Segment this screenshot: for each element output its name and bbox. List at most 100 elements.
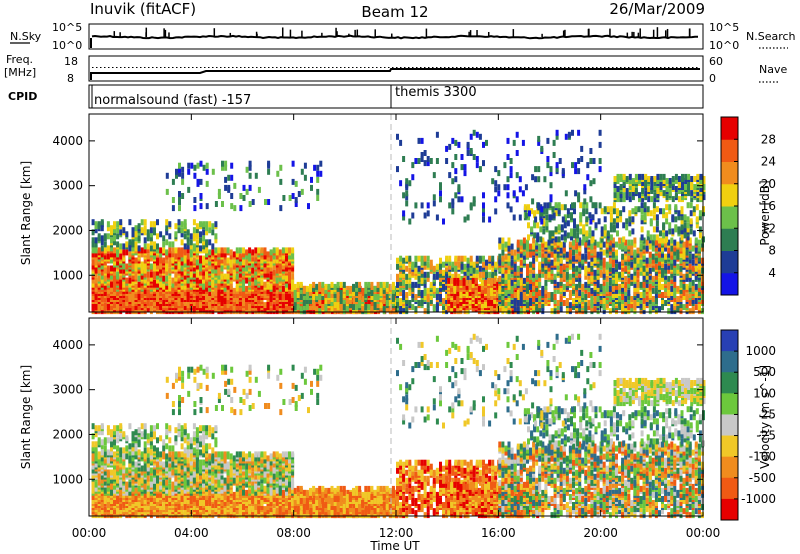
power-cell bbox=[177, 261, 181, 268]
power-cell bbox=[211, 292, 215, 298]
power-cell bbox=[177, 227, 181, 234]
power-cell bbox=[575, 247, 579, 254]
power-cell bbox=[553, 277, 557, 284]
power-cell bbox=[600, 208, 604, 215]
power-cell bbox=[291, 247, 295, 254]
power-cell bbox=[242, 279, 245, 286]
power-cell bbox=[578, 279, 582, 286]
power-cell bbox=[195, 227, 199, 234]
power-cell bbox=[417, 255, 421, 262]
power-cell bbox=[315, 290, 319, 296]
power-cell bbox=[285, 247, 288, 254]
power-cell bbox=[532, 275, 536, 282]
power-cell bbox=[562, 245, 566, 252]
power-cell bbox=[645, 239, 649, 246]
power-cell bbox=[640, 234, 644, 241]
power-cell bbox=[593, 283, 597, 290]
power-cell bbox=[238, 253, 242, 260]
power-cell bbox=[463, 263, 467, 270]
power-cell bbox=[355, 304, 359, 311]
power-cell bbox=[146, 243, 150, 250]
power-cell bbox=[91, 251, 95, 258]
power-cell bbox=[272, 269, 276, 276]
power-cell bbox=[584, 302, 588, 309]
power-cell bbox=[226, 263, 230, 270]
power-cell bbox=[633, 261, 637, 268]
power-cell bbox=[535, 292, 539, 298]
power-cell bbox=[245, 277, 249, 284]
power-cell bbox=[465, 279, 469, 286]
power-cell bbox=[642, 237, 646, 244]
power-cell bbox=[545, 214, 549, 221]
power-cell bbox=[305, 298, 309, 304]
power-cell bbox=[442, 283, 445, 290]
power-cell bbox=[581, 292, 585, 298]
power-cell bbox=[156, 277, 159, 284]
power-cell bbox=[223, 285, 227, 292]
power-cell bbox=[697, 281, 701, 288]
power-cell bbox=[312, 298, 316, 304]
power-cell bbox=[627, 243, 631, 250]
power-cell bbox=[630, 302, 634, 309]
power-cell bbox=[599, 241, 603, 248]
power-cell bbox=[399, 304, 403, 311]
power-cell bbox=[116, 227, 120, 234]
power-cell bbox=[336, 296, 340, 302]
power-cell bbox=[482, 271, 485, 278]
power-cell bbox=[339, 290, 343, 296]
power-cell bbox=[581, 263, 585, 270]
power-cell bbox=[636, 271, 640, 278]
power-cell bbox=[463, 255, 467, 262]
power-cell bbox=[691, 285, 695, 292]
power-cell bbox=[122, 249, 126, 256]
power-cell bbox=[624, 306, 628, 313]
power-cell bbox=[526, 243, 529, 250]
power-cell bbox=[550, 237, 554, 244]
power-cell bbox=[613, 176, 617, 182]
power-cell bbox=[137, 261, 141, 268]
power-cell bbox=[330, 300, 334, 306]
power-cell bbox=[550, 251, 554, 258]
power-cell bbox=[429, 281, 433, 288]
power-cell bbox=[122, 255, 126, 262]
power-cell bbox=[548, 234, 552, 241]
power-cell bbox=[622, 236, 626, 243]
power-cell bbox=[612, 202, 616, 209]
power-cell bbox=[593, 273, 597, 280]
power-cell bbox=[143, 287, 147, 294]
power-cell bbox=[143, 257, 147, 264]
power-cell bbox=[611, 237, 615, 244]
power-cell bbox=[688, 253, 692, 260]
power-cell bbox=[245, 285, 249, 292]
power-cell bbox=[527, 234, 530, 241]
power-cell bbox=[429, 298, 433, 304]
power-cell bbox=[269, 265, 273, 272]
power-cell bbox=[330, 287, 334, 294]
power-cell bbox=[220, 257, 224, 264]
power-cell bbox=[621, 265, 625, 272]
power-cell bbox=[553, 251, 557, 258]
power-cell bbox=[680, 206, 684, 213]
power-cell bbox=[602, 249, 606, 256]
power-cell bbox=[603, 206, 607, 213]
power-cell bbox=[504, 290, 508, 296]
power-cell bbox=[542, 220, 546, 227]
power-cell bbox=[402, 279, 406, 286]
power-cell bbox=[153, 241, 156, 248]
power-cell bbox=[694, 304, 698, 311]
power-cell bbox=[573, 232, 576, 239]
power-cell bbox=[134, 263, 138, 270]
power-cell bbox=[618, 237, 622, 244]
power-cell bbox=[593, 239, 597, 246]
power-cell bbox=[673, 267, 677, 274]
power-cell bbox=[238, 247, 242, 254]
power-cell bbox=[119, 247, 123, 254]
power-cell bbox=[538, 290, 542, 296]
power-cell bbox=[405, 265, 409, 272]
power-cell bbox=[432, 265, 436, 272]
freq-left-tick-top: 18 bbox=[64, 55, 78, 68]
power-cell bbox=[435, 271, 439, 278]
power-cell bbox=[665, 230, 669, 237]
power-cell bbox=[211, 271, 215, 278]
power-cell bbox=[472, 261, 476, 268]
